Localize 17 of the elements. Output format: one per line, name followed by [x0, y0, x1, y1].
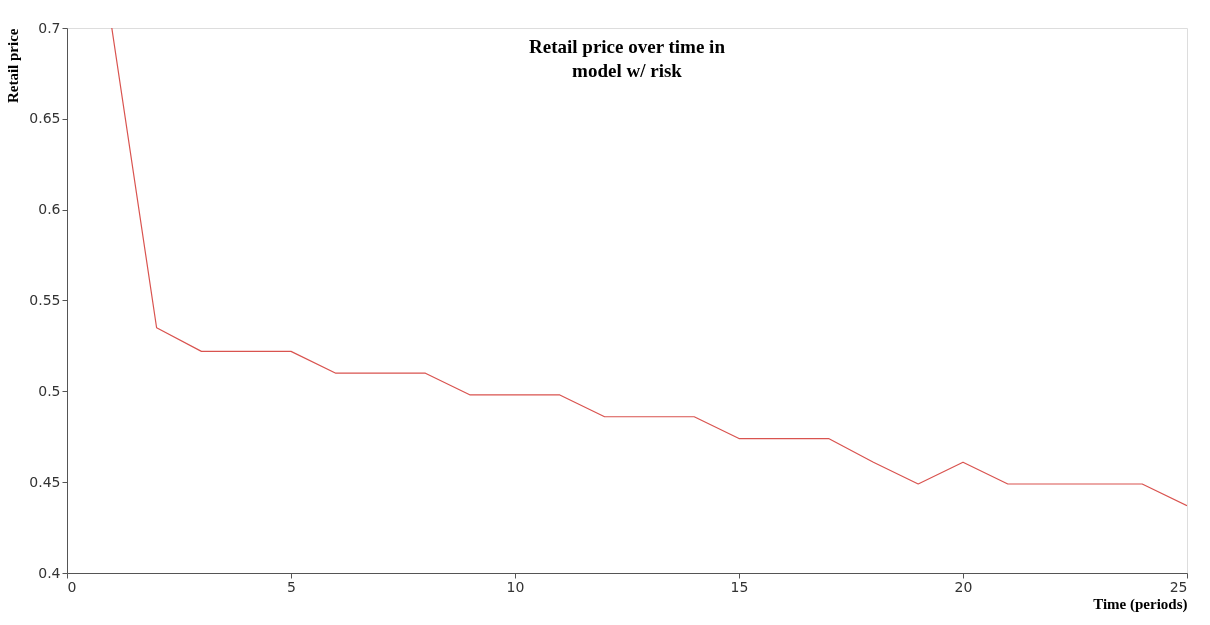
y-tick-label: 0.55: [29, 292, 61, 308]
y-tick-label: 0.4: [38, 564, 61, 581]
x-tick-label: 10: [506, 578, 525, 595]
x-axis-title: Time (periods): [1093, 595, 1188, 613]
y-tick-label: 0.7: [38, 19, 61, 36]
x-tick-label: 20: [954, 578, 973, 595]
x-tick-label: 5: [287, 578, 296, 595]
x-tick-label: 25: [1169, 578, 1188, 595]
y-tick-label: 0.5: [38, 382, 61, 399]
text: Retail price over time in model w/ risk: [529, 36, 726, 81]
y-axis-title: Retail price: [5, 28, 22, 104]
y-tick-label: 0.6: [38, 201, 61, 218]
y-tick-label: 0.65: [29, 110, 61, 127]
line-series: [111, 28, 1187, 507]
y-tick-label: 0.45: [29, 473, 61, 490]
x-tick-label: 15: [730, 578, 749, 595]
x-tick-label: 0: [67, 578, 77, 595]
